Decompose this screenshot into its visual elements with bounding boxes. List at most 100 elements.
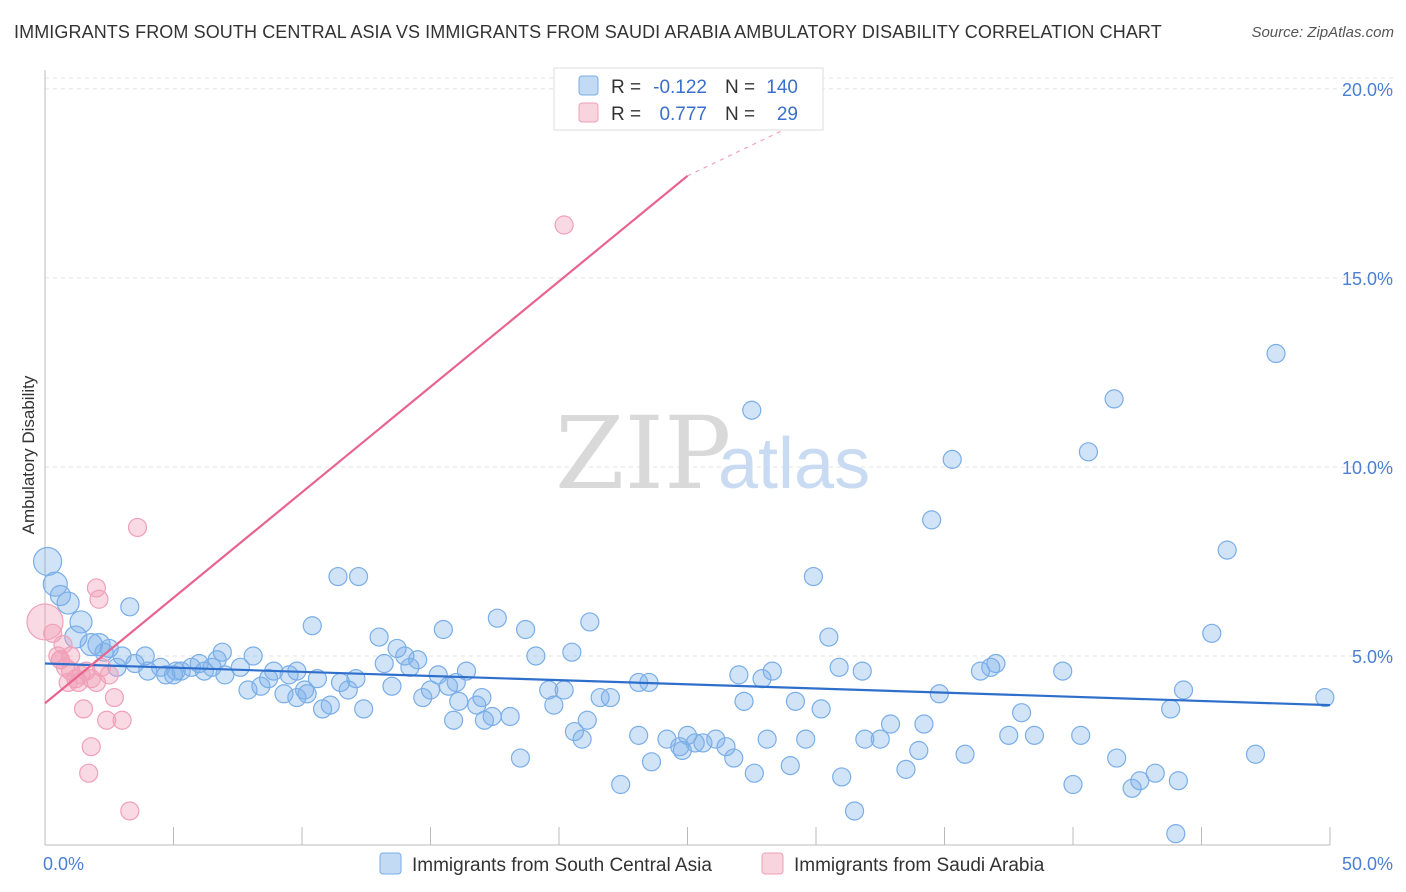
point-south-central-asia — [374, 653, 394, 674]
point-south-central-asia — [287, 687, 307, 708]
watermark-atlas: atlas — [718, 424, 870, 504]
point-south-central-asia — [611, 774, 631, 795]
y-axis-title: Ambulatory Disability — [19, 375, 38, 534]
point-south-central-asia — [780, 756, 800, 776]
point-south-central-asia — [922, 510, 942, 530]
legend-r-label: R = — [611, 77, 641, 98]
point-saudi-arabia — [120, 801, 140, 821]
point-south-central-asia — [69, 610, 93, 634]
legend-n-label: N = — [725, 77, 755, 98]
trend-lines — [44, 126, 1331, 707]
point-south-central-asia — [832, 767, 852, 787]
point-south-central-asia — [706, 729, 726, 749]
trend-line-south-central-asia — [44, 662, 1331, 707]
point-saudi-arabia — [127, 517, 148, 538]
point-south-central-asia — [94, 642, 114, 662]
point-south-central-asia — [274, 684, 294, 704]
point-south-central-asia — [328, 566, 348, 587]
legend-r-label: R = — [611, 104, 641, 125]
point-south-central-asia — [42, 571, 68, 597]
y-tick-label: 15.0% — [1342, 269, 1393, 289]
point-south-central-asia — [1166, 824, 1186, 844]
point-south-central-asia — [629, 725, 649, 745]
point-south-central-asia — [677, 725, 698, 745]
point-south-central-asia — [302, 616, 322, 636]
bottom-legend: Immigrants from South Central Asia Immig… — [379, 852, 1045, 876]
data-points — [26, 215, 1335, 844]
legend-r-value: 0.777 — [659, 104, 707, 125]
trend-line-extension-saudi-arabia — [687, 126, 791, 177]
point-south-central-asia — [1107, 748, 1127, 768]
point-south-central-asia — [156, 665, 176, 685]
trend-line-saudi-arabia — [44, 175, 689, 705]
point-south-central-asia — [1145, 763, 1165, 783]
point-south-central-asia — [510, 748, 531, 768]
legend-box: R = -0.122 N = 140 R = 0.777 N = 29 — [553, 67, 824, 131]
point-south-central-asia — [420, 680, 441, 700]
point-south-central-asia — [387, 638, 407, 659]
point-south-central-asia — [1063, 774, 1083, 795]
point-south-central-asia — [803, 566, 824, 587]
point-south-central-asia — [729, 665, 749, 685]
point-saudi-arabia — [73, 699, 94, 719]
point-south-central-asia — [408, 650, 428, 670]
point-south-central-asia — [1202, 623, 1222, 643]
point-south-central-asia — [572, 729, 592, 749]
point-south-central-asia — [981, 657, 1001, 677]
point-south-central-asia — [880, 714, 901, 734]
y-tick-label: 20.0% — [1342, 80, 1393, 100]
point-saudi-arabia — [99, 665, 119, 685]
point-south-central-asia — [1217, 540, 1237, 560]
point-south-central-asia — [744, 763, 764, 783]
point-south-central-asia — [500, 706, 520, 727]
point-saudi-arabia — [26, 603, 64, 641]
point-south-central-asia — [757, 729, 777, 749]
chart-title: IMMIGRANTS FROM SOUTH CENTRAL ASIA VS IM… — [14, 22, 1162, 42]
point-south-central-asia — [1173, 680, 1194, 700]
point-south-central-asia — [544, 695, 564, 715]
point-south-central-asia — [395, 646, 415, 666]
point-south-central-asia — [829, 657, 849, 677]
point-south-central-asia — [562, 642, 582, 662]
point-south-central-asia — [564, 721, 585, 742]
point-south-central-asia — [348, 566, 369, 587]
point-south-central-asia — [1245, 744, 1266, 764]
point-south-central-asia — [135, 646, 155, 666]
point-south-central-asia — [785, 691, 806, 711]
point-south-central-asia — [230, 657, 250, 677]
point-south-central-asia — [855, 729, 875, 749]
point-south-central-asia — [1078, 442, 1099, 462]
point-south-central-asia — [307, 669, 328, 689]
bottom-legend-label-saudi-arabia: Immigrants from Saudi Arabia — [794, 855, 1045, 876]
gridlines — [45, 77, 1395, 657]
point-south-central-asia — [641, 752, 662, 772]
point-south-central-asia — [539, 680, 559, 700]
legend-swatch-saudi-arabia — [578, 102, 599, 123]
point-saudi-arabia — [81, 737, 101, 757]
point-saudi-arabia — [86, 578, 107, 598]
point-south-central-asia — [1315, 687, 1335, 708]
point-south-central-asia — [312, 699, 333, 719]
legend-n-value: 29 — [777, 104, 798, 125]
point-south-central-asia — [382, 676, 402, 696]
point-south-central-asia — [693, 733, 713, 753]
point-south-central-asia — [369, 627, 389, 647]
point-saudi-arabia — [91, 657, 112, 677]
point-south-central-asia — [742, 400, 762, 420]
point-south-central-asia — [762, 661, 782, 681]
point-south-central-asia — [56, 591, 80, 615]
point-south-central-asia — [338, 680, 358, 700]
point-south-central-asia — [844, 801, 865, 821]
point-south-central-asia — [819, 627, 839, 647]
bottom-legend-swatch-south-central-asia — [379, 852, 402, 875]
point-saudi-arabia — [554, 215, 574, 235]
y-tick-labels: 5.0% 10.0% 15.0% 20.0% — [1342, 80, 1393, 667]
axes — [44, 70, 1331, 846]
point-saudi-arabia — [50, 650, 71, 670]
point-south-central-asia — [444, 710, 464, 730]
point-south-central-asia — [554, 680, 574, 700]
point-south-central-asia — [1011, 703, 1032, 723]
point-south-central-asia — [796, 729, 816, 749]
point-south-central-asia — [474, 710, 495, 730]
point-south-central-asia — [685, 733, 705, 753]
